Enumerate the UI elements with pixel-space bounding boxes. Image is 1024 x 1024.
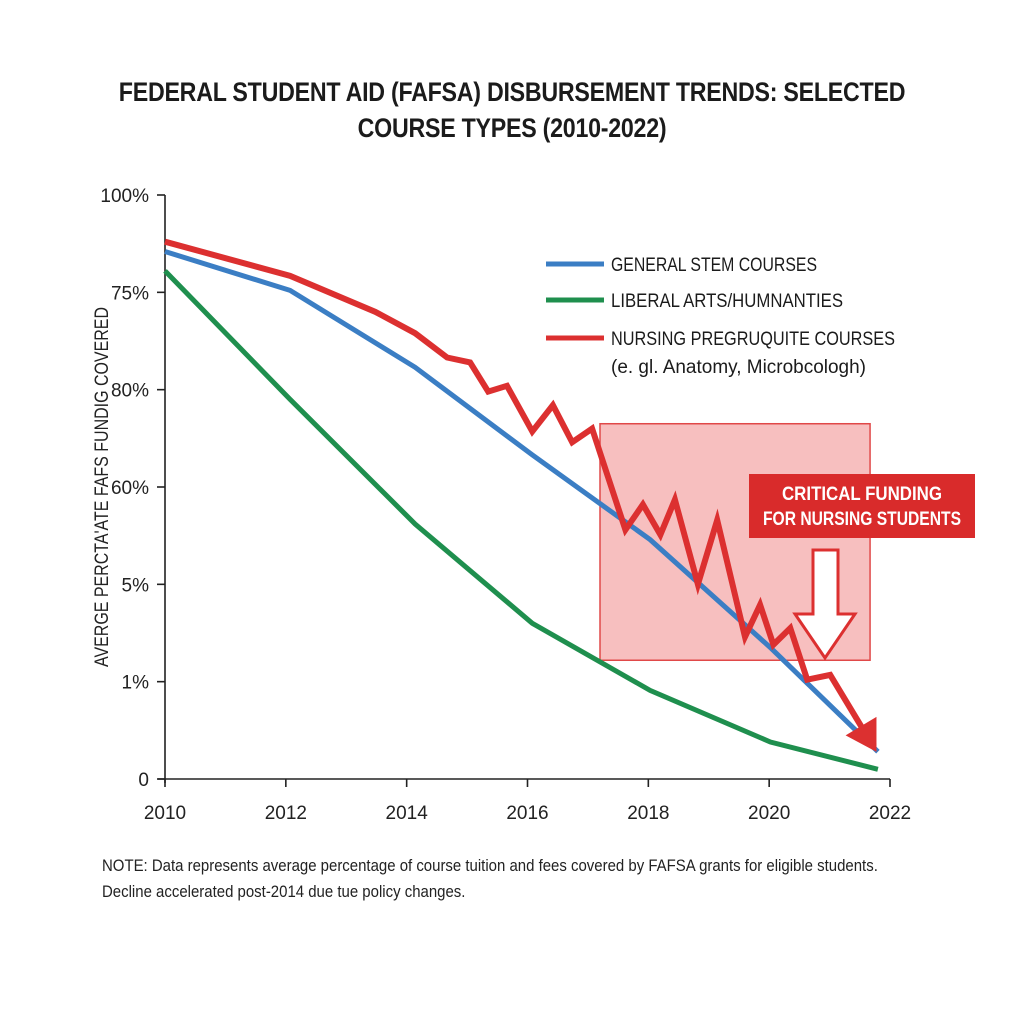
chart-title-line-1: FEDERAL STUDENT AID (FAFSA) DISBURSEMENT… (118, 77, 906, 107)
callout-text-line-2: FOR NURSING STUDENTS (763, 509, 961, 530)
callout-box (749, 474, 975, 538)
series-line-2 (163, 269, 879, 772)
legend-label-3: (e. gl. Anatomy, Microbcologh) (611, 357, 866, 378)
x-tick-label: 2022 (869, 803, 911, 824)
y-tick-label: 0 (138, 770, 149, 791)
y-axis-label-group: AVERGE PERCTA'ATE FAFS FUNDIG COVERED (92, 307, 113, 667)
series-group (163, 238, 880, 772)
y-axis-label: AVERGE PERCTA'ATE FAFS FUNDIG COVERED (92, 307, 113, 667)
y-tick-label: 1% (122, 673, 150, 694)
series-line-3 (164, 238, 871, 740)
y-tick-label: 80% (111, 381, 149, 402)
callout-text-line-1: CRITICAL FUNDING (782, 484, 942, 505)
series-line-1 (164, 249, 880, 754)
y-tick-label: 60% (111, 478, 149, 499)
chart-title-line-2: COURSE TYPES (2010-2022) (357, 113, 667, 143)
note-line-1: NOTE: Data represents average percentage… (102, 856, 878, 875)
legend-label-2: LIBERAL ARTS/HUMNANTIES (611, 291, 843, 312)
down-arrow-icon (792, 548, 858, 661)
x-tick-label: 2010 (144, 803, 186, 824)
legend-label-3: NURSING PREGRUQUITE COURSES (611, 329, 895, 350)
legend-label-1: GENERAL STEM COURSES (611, 255, 817, 276)
x-tick-label: 2020 (748, 803, 790, 824)
series-end-arrow-icon (845, 716, 877, 752)
note-line-2: Decline accelerated post-2014 due tue po… (102, 882, 466, 901)
y-tick-label: 100% (100, 186, 149, 207)
chart-title: FEDERAL STUDENT AID (FAFSA) DISBURSEMENT… (72, 74, 953, 146)
axes: 0 1% 5% 60% 80% 75% 100% 2010 2012 2014 2016 2018 20… (100, 186, 911, 824)
x-tick-label: 2018 (627, 803, 669, 824)
legend: GENERAL STEM COURSES LIBERAL ARTS/HUMNANT… (546, 255, 895, 378)
y-tick-label: 75% (111, 283, 149, 304)
x-tick-label: 2014 (386, 803, 429, 824)
x-tick-label: 2016 (506, 803, 548, 824)
x-tick-label: 2012 (265, 803, 307, 824)
callout: CRITICAL FUNDING FOR NURSING STUDENTS (749, 474, 975, 661)
chart-note: NOTE: Data represents average percentage… (102, 853, 894, 905)
y-tick-label: 5% (122, 575, 150, 596)
